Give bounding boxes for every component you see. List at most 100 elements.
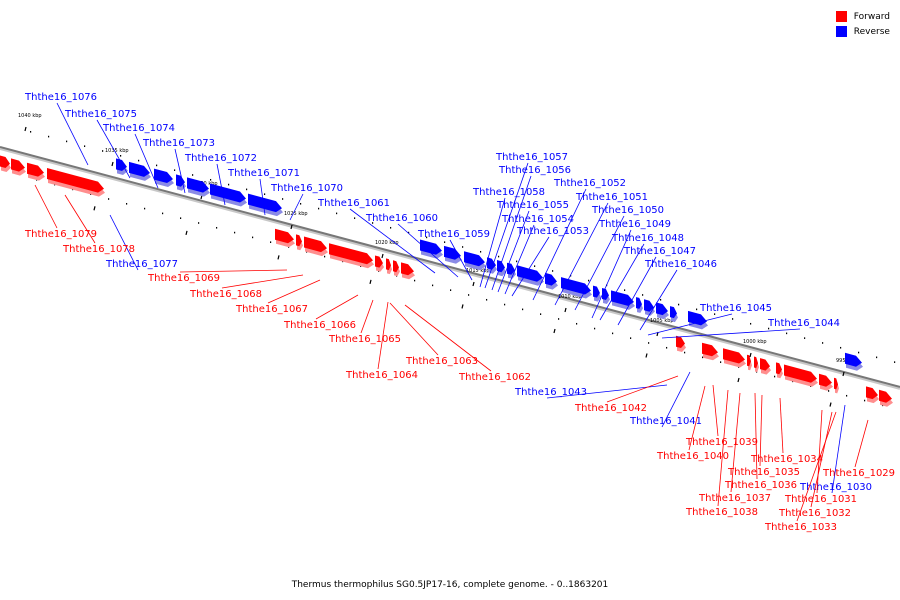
gene-arrow-forward[interactable] <box>866 386 878 400</box>
gene-arrow-forward[interactable] <box>834 377 838 390</box>
gene-label[interactable]: Ththe16_1062 <box>458 372 531 383</box>
gene-leader-line <box>289 193 304 221</box>
gene-arrow-forward[interactable] <box>754 356 758 369</box>
gene-label[interactable]: Ththe16_1035 <box>727 467 800 478</box>
gene-label[interactable]: Ththe16_1032 <box>778 508 851 519</box>
gene-label[interactable]: Ththe16_1053 <box>516 226 589 237</box>
gene-arrow-reverse[interactable] <box>248 193 282 213</box>
gene-arrow-reverse[interactable] <box>154 168 173 183</box>
gene-arrow-forward[interactable] <box>304 236 327 253</box>
gene-label[interactable]: Ththe16_1058 <box>472 187 545 198</box>
gene-arrow-reverse[interactable] <box>611 290 634 306</box>
gene-label[interactable]: Ththe16_1034 <box>750 454 823 465</box>
gene-arrow-forward[interactable] <box>776 362 782 375</box>
gene-arrow-forward[interactable] <box>784 364 817 383</box>
gene-arrow-forward[interactable] <box>401 262 414 276</box>
gene-arrow-forward[interactable] <box>27 162 44 177</box>
gene-label[interactable]: Ththe16_1076 <box>24 92 97 103</box>
gene-arrow-reverse[interactable] <box>656 302 668 316</box>
gene-label[interactable]: Ththe16_1079 <box>24 229 97 240</box>
gene-arrow-reverse[interactable] <box>464 251 485 267</box>
gene-arrow-forward[interactable] <box>393 260 399 273</box>
scale-tick-minor <box>318 207 320 210</box>
gene-label[interactable]: Ththe16_1068 <box>189 289 262 300</box>
gene-label[interactable]: Ththe16_1064 <box>345 370 418 381</box>
gene-label[interactable]: Ththe16_1029 <box>822 468 895 479</box>
gene-arrow-reverse[interactable] <box>187 177 209 193</box>
gene-arrow-forward[interactable] <box>386 258 391 271</box>
gene-label[interactable]: Ththe16_1041 <box>629 416 702 427</box>
gene-arrow-forward[interactable] <box>760 358 770 371</box>
gene-label[interactable]: Ththe16_1051 <box>575 192 648 203</box>
gene-label[interactable]: Ththe16_1077 <box>105 259 178 270</box>
gene-arrow-reverse[interactable] <box>420 239 442 255</box>
gene-arrow-forward[interactable] <box>747 354 751 367</box>
gene-label[interactable]: Ththe16_1037 <box>698 493 771 504</box>
gene-label[interactable]: Ththe16_1045 <box>699 303 772 314</box>
gene-label[interactable]: Ththe16_1054 <box>501 214 574 225</box>
gene-arrow-forward[interactable] <box>0 155 10 169</box>
gene-label[interactable]: Ththe16_1066 <box>283 320 356 331</box>
gene-label[interactable]: Ththe16_1052 <box>553 178 626 189</box>
gene-label[interactable]: Ththe16_1030 <box>799 482 872 493</box>
gene-arrow-reverse[interactable] <box>644 299 654 312</box>
gene-arrow-reverse[interactable] <box>670 306 677 319</box>
gene-label[interactable]: Ththe16_1071 <box>227 168 300 179</box>
gene-label[interactable]: Ththe16_1050 <box>591 205 664 216</box>
gene-label[interactable]: Ththe16_1031 <box>784 494 857 505</box>
gene-arrow-forward[interactable] <box>47 168 104 193</box>
gene-label[interactable]: Ththe16_1060 <box>365 213 438 224</box>
gene-label[interactable]: Ththe16_1047 <box>623 246 696 257</box>
gene-label[interactable]: Ththe16_1033 <box>764 522 837 533</box>
scale-tick-minor <box>558 318 560 320</box>
gene-arrow-forward[interactable] <box>11 158 25 172</box>
gene-arrow-reverse[interactable] <box>845 352 862 367</box>
gene-label[interactable]: Ththe16_1042 <box>574 403 647 414</box>
gene-arrow-reverse[interactable] <box>507 262 515 275</box>
gene-arrow-reverse[interactable] <box>561 277 591 295</box>
gene-arrow-reverse[interactable] <box>129 161 150 177</box>
gene-label[interactable]: Ththe16_1078 <box>62 244 135 255</box>
gene-leader-line <box>688 385 706 451</box>
gene-label[interactable]: Ththe16_1061 <box>317 198 390 209</box>
gene-label[interactable]: Ththe16_1075 <box>64 109 137 120</box>
gene-label[interactable]: Ththe16_1043 <box>514 387 587 398</box>
gene-arrow-forward[interactable] <box>676 335 685 348</box>
gene-label[interactable]: Ththe16_1056 <box>498 165 571 176</box>
gene-arrow-reverse[interactable] <box>210 183 246 203</box>
gene-label[interactable]: Ththe16_1036 <box>724 480 797 491</box>
gene-arrow-reverse[interactable] <box>487 257 496 270</box>
gene-label[interactable]: Ththe16_1072 <box>184 153 257 164</box>
gene-arrow-reverse[interactable] <box>444 245 461 260</box>
gene-label[interactable]: Ththe16_1039 <box>685 437 758 448</box>
gene-arrow-forward[interactable] <box>819 373 832 387</box>
gene-arrow-forward[interactable] <box>879 389 892 403</box>
gene-label[interactable]: Ththe16_1055 <box>496 200 569 211</box>
gene-label[interactable]: Ththe16_1065 <box>328 334 401 345</box>
gene-arrow-forward[interactable] <box>723 348 745 364</box>
gene-arrow-forward[interactable] <box>702 342 718 357</box>
gene-arrow-forward[interactable] <box>275 228 294 244</box>
gene-arrow-forward[interactable] <box>296 234 302 247</box>
gene-label[interactable]: Ththe16_1073 <box>142 138 215 149</box>
gene-label[interactable]: Ththe16_1038 <box>685 507 758 518</box>
gene-label[interactable]: Ththe16_1049 <box>598 219 671 230</box>
gene-arrow-forward[interactable] <box>375 255 383 268</box>
gene-arrow-reverse[interactable] <box>545 272 557 286</box>
gene-arrow-reverse[interactable] <box>636 297 642 309</box>
gene-label[interactable]: Ththe16_1057 <box>495 152 568 163</box>
gene-label[interactable]: Ththe16_1040 <box>656 451 729 462</box>
gene-label[interactable]: Ththe16_1063 <box>405 356 478 367</box>
gene-leader-line <box>34 184 58 229</box>
gene-label[interactable]: Ththe16_1070 <box>270 183 343 194</box>
gene-label[interactable]: Ththe16_1044 <box>767 318 840 329</box>
gene-label[interactable]: Ththe16_1059 <box>417 229 490 240</box>
gene-label[interactable]: Ththe16_1067 <box>235 304 308 315</box>
gene-arrow-reverse[interactable] <box>593 285 600 298</box>
gene-label[interactable]: Ththe16_1046 <box>644 259 717 270</box>
gene-leader-line <box>497 210 530 293</box>
gene-label[interactable]: Ththe16_1069 <box>147 273 220 284</box>
gene-label[interactable]: Ththe16_1048 <box>611 233 684 244</box>
gene-label[interactable]: Ththe16_1074 <box>102 123 175 134</box>
gene-arrow-forward[interactable] <box>329 243 373 265</box>
